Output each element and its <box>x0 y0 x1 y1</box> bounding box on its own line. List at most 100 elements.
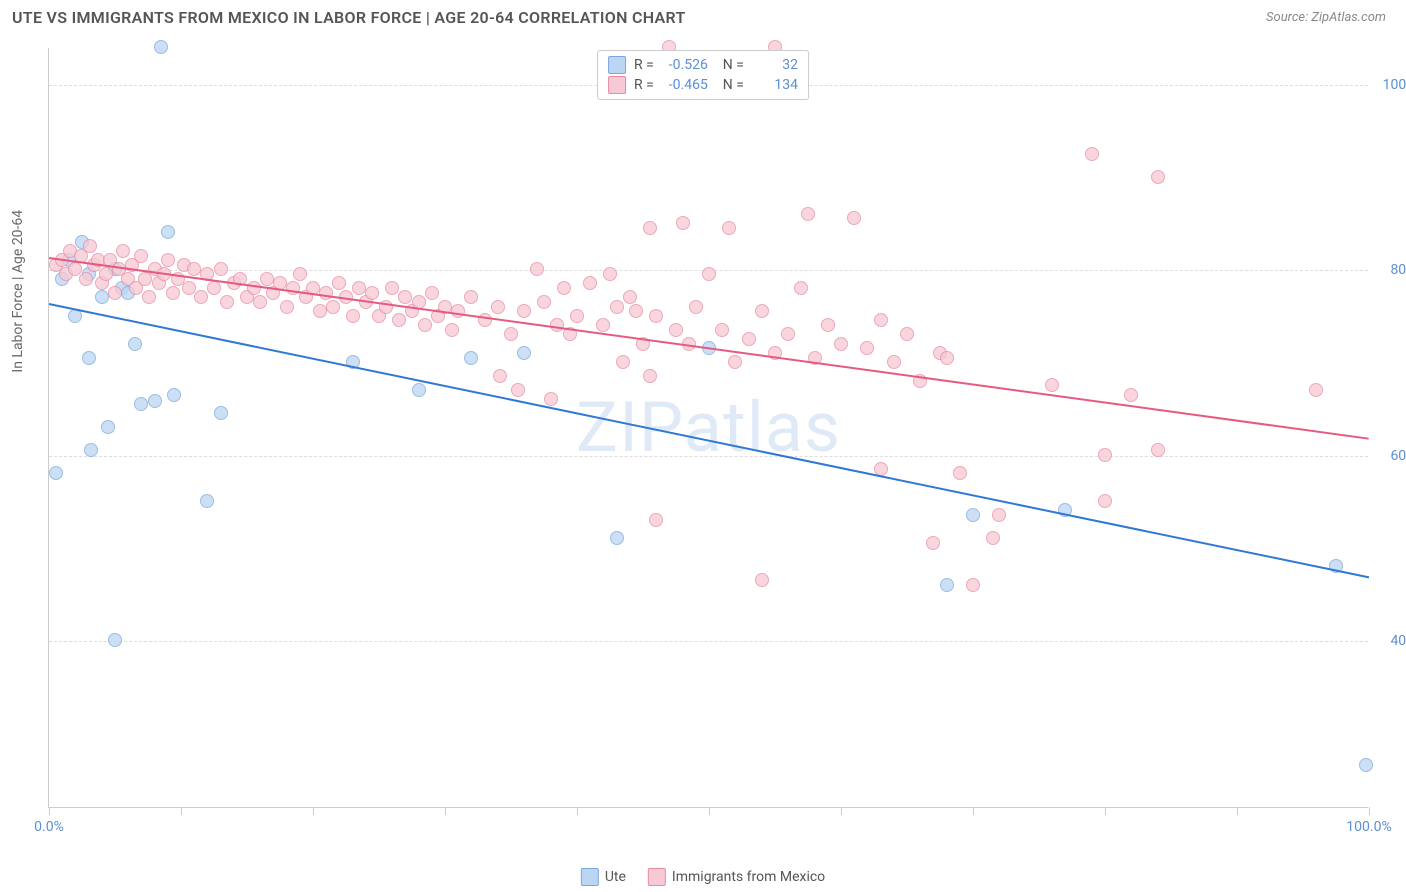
series-legend: UteImmigrants from Mexico <box>581 868 825 886</box>
data-point <box>148 394 162 408</box>
data-point <box>425 286 439 300</box>
y-tick-label: 100.0% <box>1383 77 1406 93</box>
data-point <box>79 272 93 286</box>
legend-row: R = -0.465 N = 134 <box>608 75 798 95</box>
data-point <box>544 392 558 406</box>
data-point <box>781 327 795 341</box>
data-point <box>116 244 130 258</box>
x-tick <box>841 807 842 815</box>
data-point <box>926 536 940 550</box>
data-point <box>200 494 214 508</box>
data-point <box>1359 758 1373 772</box>
correlation-legend: R =-0.526 N =32R =-0.465 N =134 <box>597 50 809 100</box>
data-point <box>1124 388 1138 402</box>
data-point <box>134 249 148 263</box>
data-point <box>966 578 980 592</box>
legend-swatch <box>581 868 599 886</box>
data-point <box>83 239 97 253</box>
data-point <box>166 286 180 300</box>
data-point <box>313 304 327 318</box>
legend-swatch <box>648 868 666 886</box>
x-tick-label: 0.0% <box>34 819 64 835</box>
n-label: N = <box>716 77 744 93</box>
r-label: R = <box>634 77 654 93</box>
data-point <box>464 290 478 304</box>
data-point <box>108 286 122 300</box>
y-tick-label: 40.0% <box>1390 633 1406 649</box>
x-tick <box>49 807 50 815</box>
x-tick <box>973 807 974 815</box>
data-point <box>583 276 597 290</box>
data-point <box>1085 147 1099 161</box>
x-tick <box>313 807 314 815</box>
x-tick <box>181 807 182 815</box>
data-point <box>95 290 109 304</box>
data-point <box>1151 443 1165 457</box>
data-point <box>493 369 507 383</box>
x-tick <box>445 807 446 815</box>
r-value: -0.465 <box>662 77 708 93</box>
data-point <box>142 290 156 304</box>
data-point <box>207 281 221 295</box>
data-point <box>84 443 98 457</box>
data-point <box>253 295 267 309</box>
data-point <box>629 304 643 318</box>
data-point <box>1045 378 1059 392</box>
data-point <box>715 323 729 337</box>
data-point <box>860 341 874 355</box>
data-point <box>649 513 663 527</box>
data-point <box>108 633 122 647</box>
gridline <box>49 456 1368 457</box>
data-point <box>445 323 459 337</box>
data-point <box>603 267 617 281</box>
data-point <box>167 388 181 402</box>
data-point <box>1309 383 1323 397</box>
data-point <box>1151 170 1165 184</box>
data-point <box>418 318 432 332</box>
data-point <box>722 221 736 235</box>
data-point <box>847 211 861 225</box>
data-point <box>1098 494 1112 508</box>
data-point <box>332 276 346 290</box>
data-point <box>755 304 769 318</box>
data-point <box>214 406 228 420</box>
data-point <box>194 290 208 304</box>
data-point <box>392 313 406 327</box>
data-point <box>511 383 525 397</box>
data-point <box>214 262 228 276</box>
data-point <box>570 309 584 323</box>
data-point <box>412 383 426 397</box>
n-value: 32 <box>752 57 798 73</box>
data-point <box>643 369 657 383</box>
data-point <box>676 216 690 230</box>
legend-item: Immigrants from Mexico <box>648 868 825 886</box>
data-point <box>517 346 531 360</box>
data-point <box>101 420 115 434</box>
data-point <box>154 40 168 54</box>
data-point <box>834 337 848 351</box>
data-point <box>491 300 505 314</box>
x-tick <box>1369 807 1370 815</box>
data-point <box>398 290 412 304</box>
data-point <box>280 300 294 314</box>
data-point <box>49 466 63 480</box>
data-point <box>451 304 465 318</box>
data-point <box>134 397 148 411</box>
data-point <box>623 290 637 304</box>
data-point <box>643 221 657 235</box>
data-point <box>1098 448 1112 462</box>
data-point <box>557 281 571 295</box>
n-value: 134 <box>752 77 798 93</box>
data-point <box>821 318 835 332</box>
data-point <box>504 327 518 341</box>
r-label: R = <box>634 57 654 73</box>
data-point <box>530 262 544 276</box>
legend-label: Immigrants from Mexico <box>672 869 825 885</box>
data-point <box>128 337 142 351</box>
data-point <box>326 300 340 314</box>
y-tick-label: 60.0% <box>1390 448 1406 464</box>
data-point <box>953 466 967 480</box>
n-label: N = <box>716 57 744 73</box>
data-point <box>464 351 478 365</box>
data-point <box>161 225 175 239</box>
